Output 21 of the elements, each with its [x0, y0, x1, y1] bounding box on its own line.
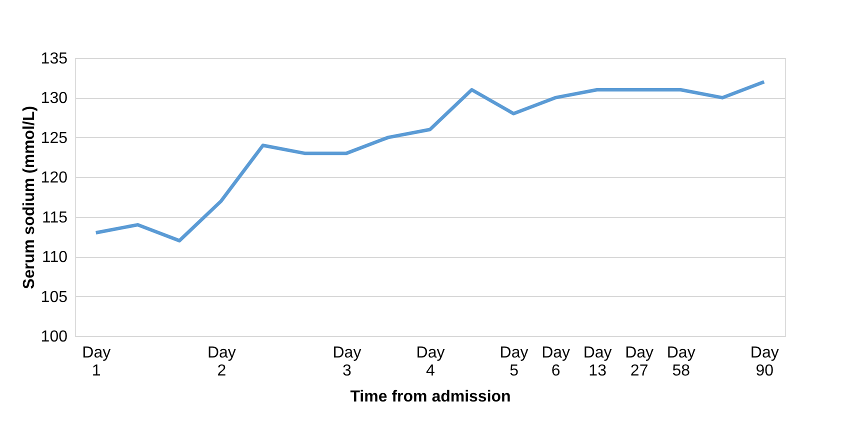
x-tick-label: Day 2 — [207, 344, 236, 380]
x-tick-label: Day 5 — [500, 344, 528, 380]
x-tick-label: Day 4 — [416, 344, 445, 380]
x-tick-label: Day 3 — [332, 344, 362, 380]
line-series — [94, 80, 766, 242]
x-tick-label: Day 27 — [625, 344, 654, 380]
y-tick-label: 110 — [42, 249, 68, 266]
x-axis-title: Time from admission — [350, 388, 511, 406]
y-tick-label: 115 — [42, 209, 68, 226]
y-tick-label: 130 — [40, 90, 68, 108]
y-tick-label: 105 — [40, 288, 68, 306]
y-tick-label: 125 — [40, 130, 68, 147]
x-tick-label: Day 90 — [750, 344, 779, 380]
y-tick-label: 135 — [40, 50, 68, 68]
x-tick-label: Day 1 — [82, 344, 111, 380]
y-tick-label: 120 — [40, 170, 68, 187]
x-tick-label: Day 6 — [542, 344, 570, 380]
x-tick-label: Day 58 — [666, 344, 696, 380]
y-axis-title: Serum sodium (mmol/L) — [20, 106, 38, 290]
x-tick-label: Day 13 — [583, 344, 612, 380]
y-tick-label: 100 — [40, 328, 68, 346]
